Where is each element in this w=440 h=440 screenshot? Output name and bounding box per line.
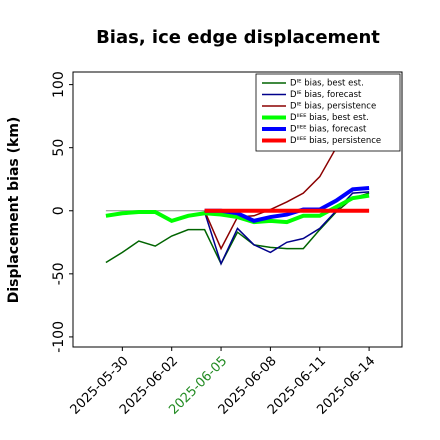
- legend-label: Dᴵᴵᴱᴱ bias, best est.: [290, 113, 369, 123]
- y-tick-label: 100: [51, 71, 67, 98]
- series-line: [105, 192, 370, 266]
- y-tick-label: 0: [51, 206, 67, 215]
- y-axis-label: Displacement bias (km): [6, 117, 22, 304]
- legend-label: Dᴵᴵᴱᴱ bias, persistence: [290, 136, 381, 146]
- legend-label: Dᴵᴱ bias, best est.: [290, 79, 364, 89]
- y-tick-label: 50: [51, 139, 67, 157]
- legend-label: Dᴵᴱ bias, forecast: [290, 90, 362, 100]
- legend-label: Dᴵᴵᴱᴱ bias, forecast: [290, 125, 367, 135]
- plot-frame: [72, 71, 403, 348]
- y-tick-label: -50: [51, 262, 67, 285]
- chart-title: Bias, ice edge displacement: [96, 27, 380, 48]
- y-tick-label: -100: [51, 321, 67, 353]
- legend-box: [255, 73, 401, 152]
- legend-label: Dᴵᴱ bias, persistence: [290, 102, 376, 112]
- series-line: [105, 193, 370, 225]
